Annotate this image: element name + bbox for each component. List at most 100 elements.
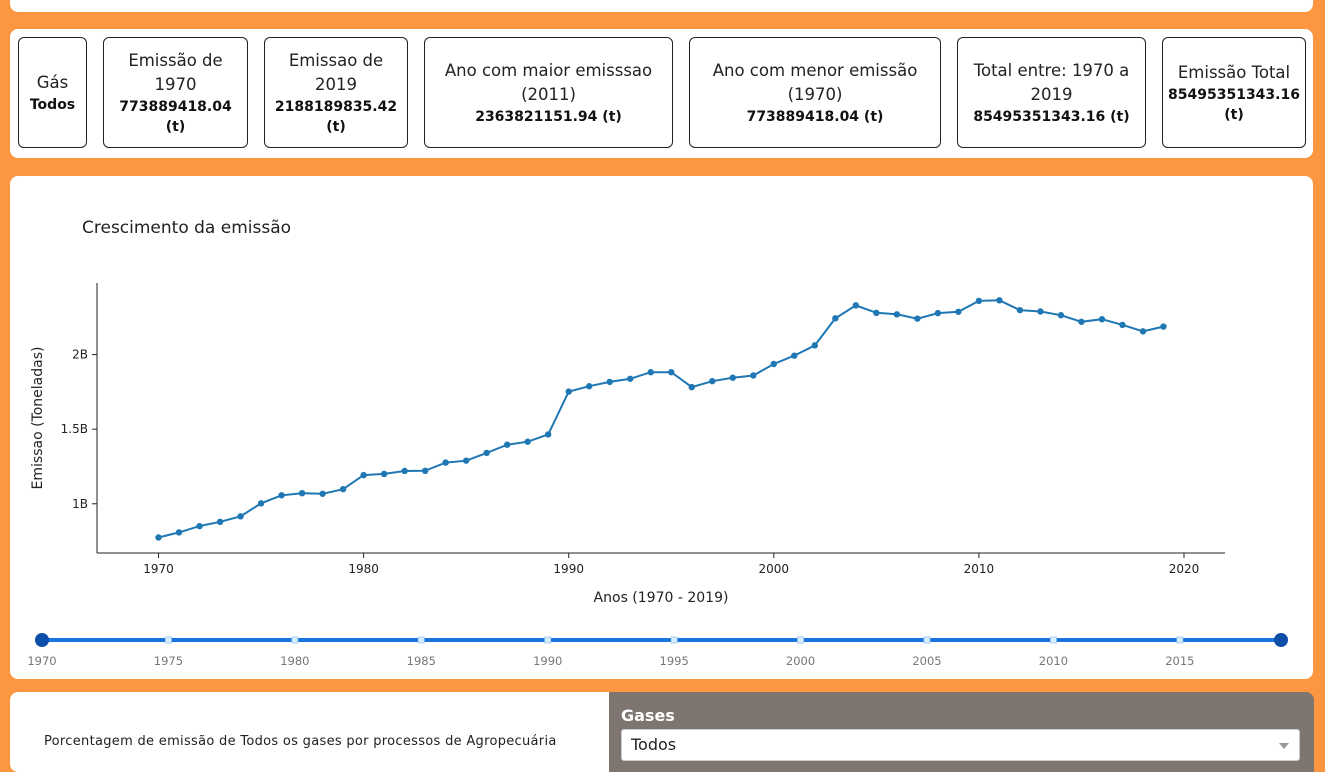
chart-panel: Crescimento da emissão 1970 1980 1990 2000 2… bbox=[10, 176, 1313, 679]
stat-title: Gás bbox=[36, 72, 69, 92]
y-axis-ticks: 1B 1.5B 2B bbox=[61, 348, 97, 511]
stat-value: 773889418.04 (t) bbox=[746, 108, 884, 125]
data-point bbox=[524, 438, 531, 445]
x-tick-label: 1970 bbox=[143, 562, 174, 576]
stat-value: 2363821151.94 (t) bbox=[475, 108, 622, 125]
slider-tick-label: 2000 bbox=[786, 654, 815, 668]
year-range-slider[interactable]: 1970 1975 1980 1985 1990 1995 2000 2005 2010 2015 bbox=[27, 633, 1288, 668]
x-tick-label: 2010 bbox=[964, 562, 995, 576]
stat-value: Todos bbox=[29, 96, 76, 113]
data-point bbox=[401, 467, 408, 475]
data-point bbox=[1119, 321, 1126, 329]
emission-line-chart[interactable]: Crescimento da emissão 1970 1980 1990 2000 2… bbox=[10, 176, 1313, 679]
stat-card-emission-end: Emissao de 2019 2188189835.42 (t) bbox=[264, 37, 408, 148]
data-point bbox=[914, 315, 921, 322]
data-point bbox=[770, 360, 777, 368]
stat-title: Total entre: 1970 a 2019 bbox=[973, 60, 1130, 104]
slider-tick-label: 1985 bbox=[407, 654, 436, 668]
chart-title: Crescimento da emissão bbox=[82, 218, 291, 238]
data-point bbox=[257, 500, 265, 507]
data-point bbox=[380, 470, 388, 478]
stat-card-min-year: Ano com menor emissão (1970) 773889418.0… bbox=[689, 37, 941, 148]
data-point bbox=[750, 372, 757, 379]
stat-card-total: Emissão Total 85495351343.16 (t) bbox=[1162, 37, 1306, 148]
data-point bbox=[298, 489, 306, 497]
data-point bbox=[627, 375, 634, 382]
slider-handle-end[interactable] bbox=[1274, 633, 1288, 647]
stat-card-emission-start: Emissão de 1970 773889418.04 (t) bbox=[103, 37, 248, 148]
gases-dropdown[interactable]: Todos bbox=[621, 729, 1300, 761]
pie-chart-title: Porcentagem de emissão de Todos os gases… bbox=[44, 734, 557, 749]
data-point bbox=[565, 388, 572, 395]
data-point bbox=[1139, 328, 1147, 335]
data-point bbox=[668, 369, 675, 376]
stat-card-max-year: Ano com maior emisssao (2011) 2363821151… bbox=[424, 37, 673, 148]
data-point bbox=[421, 467, 429, 475]
data-point bbox=[791, 352, 798, 359]
slider-tick-label: 2015 bbox=[1165, 654, 1194, 668]
data-point bbox=[1160, 323, 1167, 330]
stat-value: 773889418.04 (t) bbox=[119, 98, 232, 135]
slider-tick-mark bbox=[291, 636, 299, 644]
data-point bbox=[155, 534, 162, 541]
stat-title: Ano com menor emissão (1970) bbox=[712, 60, 918, 104]
slider-tick-mark bbox=[544, 636, 552, 644]
data-point bbox=[729, 374, 736, 381]
top-strip-panel bbox=[10, 0, 1313, 12]
data-point bbox=[1037, 308, 1044, 315]
data-point bbox=[647, 369, 654, 376]
data-point bbox=[175, 529, 183, 536]
slider-tick-label: 1970 bbox=[27, 654, 56, 668]
x-tick-label: 1990 bbox=[553, 562, 584, 576]
y-axis-label: Emissao (Toneladas) bbox=[30, 347, 46, 490]
slider-tick-mark bbox=[1176, 636, 1184, 644]
data-point bbox=[688, 383, 695, 391]
slider-tick-mark bbox=[670, 636, 678, 644]
slider-tick-mark bbox=[1050, 636, 1057, 644]
gases-filter-box: Gases Todos bbox=[609, 692, 1314, 772]
data-point bbox=[996, 297, 1003, 304]
slider-tick-label: 2010 bbox=[1039, 654, 1068, 668]
data-point bbox=[934, 309, 942, 317]
data-point bbox=[503, 441, 511, 448]
data-point bbox=[462, 457, 470, 464]
data-point bbox=[216, 518, 224, 526]
data-point bbox=[709, 377, 716, 385]
slider-tick-mark bbox=[417, 636, 425, 644]
slider-tick-label: 1975 bbox=[154, 654, 183, 668]
x-tick-label: 1980 bbox=[348, 562, 379, 576]
gases-label: Gases bbox=[621, 706, 675, 725]
slider-tick-label: 1995 bbox=[660, 654, 689, 668]
data-point bbox=[483, 449, 490, 457]
stat-title: Emissão de 1970 bbox=[128, 50, 223, 94]
data-point bbox=[339, 485, 347, 493]
stats-panel: Gás Todos Emissão de 1970 773889418.04 (… bbox=[10, 29, 1313, 158]
stat-value: 2188189835.42 (t) bbox=[274, 98, 398, 135]
data-point bbox=[893, 311, 901, 318]
data-point bbox=[442, 459, 449, 466]
emission-points bbox=[155, 297, 1167, 541]
stat-card-gas: Gás Todos bbox=[18, 37, 87, 148]
stat-title: Emissao de 2019 bbox=[288, 50, 384, 94]
data-point bbox=[1016, 306, 1024, 314]
x-axis-ticks: 1970 1980 1990 2000 2010 2020 bbox=[143, 553, 1199, 576]
x-tick-label: 2000 bbox=[759, 562, 790, 576]
slider-tick-mark bbox=[923, 636, 931, 644]
data-point bbox=[360, 471, 367, 479]
data-point bbox=[1098, 316, 1106, 323]
slider-tick-mark bbox=[797, 636, 804, 644]
data-point bbox=[852, 302, 860, 309]
x-tick-label: 2020 bbox=[1169, 562, 1200, 576]
data-point bbox=[1057, 312, 1065, 319]
data-point bbox=[1078, 318, 1085, 325]
slider-handle-start[interactable] bbox=[35, 633, 49, 647]
data-point bbox=[545, 431, 552, 438]
slider-tick-label: 2005 bbox=[912, 654, 941, 668]
y-tick-label: 1B bbox=[72, 497, 88, 511]
chevron-down-icon[interactable] bbox=[1279, 743, 1289, 749]
x-axis-label: Anos (1970 - 2019) bbox=[594, 590, 729, 606]
data-point bbox=[811, 342, 819, 349]
stat-title: Emissão Total bbox=[1177, 62, 1291, 82]
stat-value: 85495351343.16 (t) bbox=[973, 108, 1130, 125]
data-point bbox=[606, 378, 613, 386]
